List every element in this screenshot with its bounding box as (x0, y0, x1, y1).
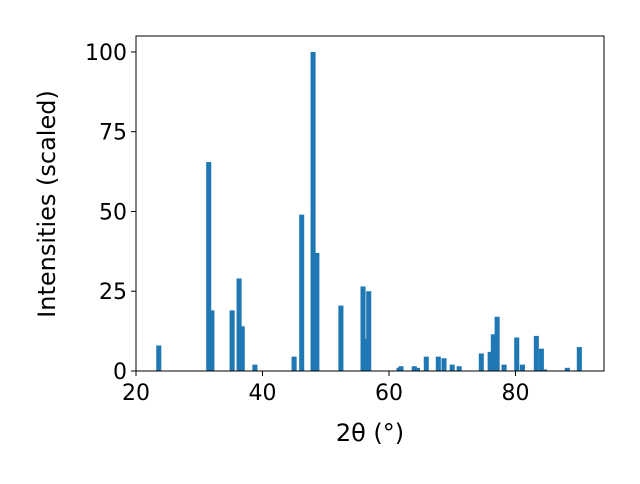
bar (478, 353, 484, 371)
bar (236, 278, 242, 371)
bar (299, 214, 305, 371)
bar (456, 366, 462, 371)
x-tick-label: 80 (501, 381, 529, 406)
bar (576, 347, 582, 371)
bar (542, 369, 548, 371)
bar (441, 358, 447, 371)
bar (487, 351, 493, 371)
bar (514, 337, 520, 371)
bar (314, 252, 320, 371)
bar (519, 364, 525, 371)
y-tick-label: 0 (113, 360, 127, 385)
bar (366, 291, 372, 371)
x-tick-label: 60 (375, 381, 403, 406)
bar (449, 364, 455, 371)
y-tick-label: 25 (99, 280, 127, 305)
bar (435, 356, 441, 371)
bar (538, 348, 544, 371)
bar (423, 356, 429, 371)
bar (239, 326, 245, 371)
bar (291, 356, 297, 371)
bar (206, 162, 212, 371)
bar (411, 366, 417, 371)
bar (414, 367, 420, 371)
bar (533, 335, 539, 371)
bar (209, 310, 215, 371)
plot-frame (135, 35, 605, 372)
y-tick-label: 100 (85, 41, 127, 66)
bar (398, 366, 404, 371)
bar (338, 305, 344, 371)
bar (310, 51, 316, 371)
y-axis-label: Intensities (scaled) (33, 90, 61, 318)
y-tick-label: 50 (99, 200, 127, 225)
y-tick-label: 75 (99, 121, 127, 146)
x-tick-label: 20 (122, 381, 150, 406)
bar (490, 334, 496, 371)
bar (494, 316, 500, 371)
x-axis-label: 2θ (°) (336, 419, 404, 447)
bar (252, 364, 258, 371)
bar (360, 286, 366, 371)
bar (501, 364, 507, 371)
bar (564, 367, 570, 371)
bar (156, 345, 162, 371)
bar (363, 339, 369, 371)
x-tick-label: 40 (248, 381, 276, 406)
bar (229, 310, 235, 371)
